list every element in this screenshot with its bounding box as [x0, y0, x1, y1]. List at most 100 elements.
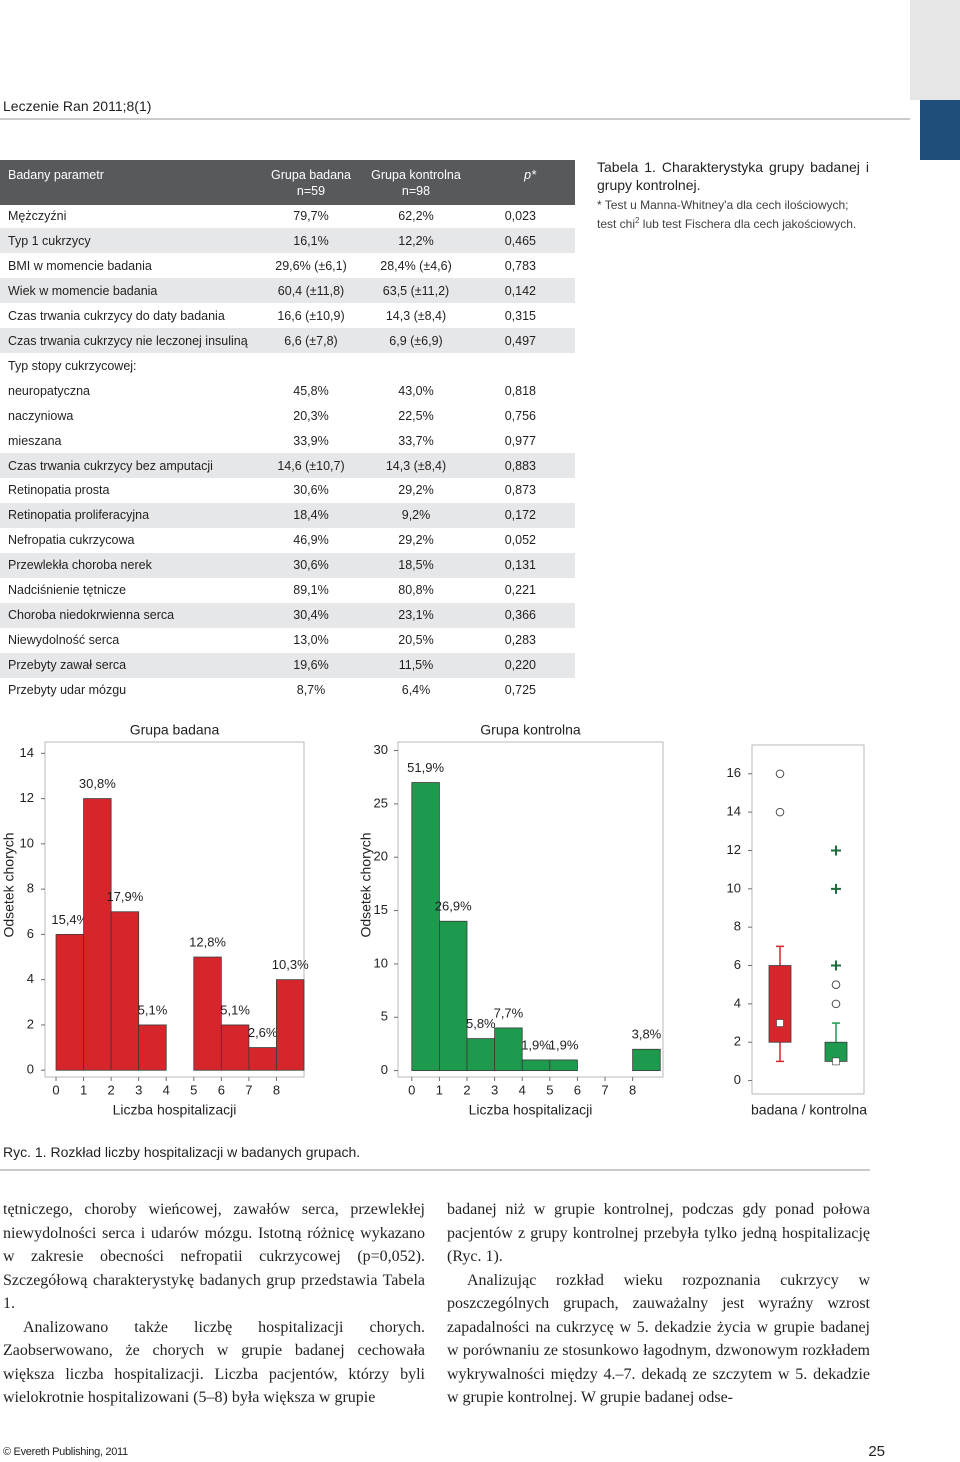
plot-frame	[751, 744, 865, 1095]
data-table: Badany parametr Grupa badana n=59 Grupa kon…	[0, 160, 575, 705]
table-cell: 0,725	[504, 683, 536, 698]
row-band	[0, 552, 575, 578]
table-cell: 11,5%	[398, 658, 434, 673]
extreme	[831, 883, 841, 894]
table-cell: 0,883	[504, 458, 536, 473]
row-band	[0, 652, 575, 678]
table-cell: Przewlekła choroba nerek	[8, 558, 152, 573]
y-tick-label: 0	[734, 1072, 741, 1087]
table-cell: 6,4%	[401, 683, 431, 698]
y-tick-label: 4	[734, 995, 741, 1010]
median	[832, 1057, 840, 1066]
x-tick-label: 5	[546, 1082, 553, 1097]
x-tick-label: 4	[163, 1082, 170, 1097]
table-cell: 30,6%	[293, 483, 329, 498]
median	[776, 1019, 784, 1027]
table-cell: Nefropatia cukrzycowa	[8, 533, 135, 548]
y-tick-label: 0	[27, 1062, 34, 1077]
table-cell: 16,6 (±10,9)	[277, 308, 345, 323]
chart-title: Grupa badana	[130, 722, 220, 738]
table-cell: Retinopatia proliferacyjna	[8, 508, 150, 523]
y-tick-label: 6	[27, 926, 34, 941]
value-label: 1,9%	[521, 1037, 551, 1052]
outlier	[775, 807, 785, 817]
table-cell: 30,6%	[293, 558, 329, 573]
table-cell: 18,5%	[398, 558, 434, 573]
table-cell: 23,1%	[398, 608, 434, 623]
x-tick-label: 2	[108, 1082, 115, 1097]
table-note: * Test u Manna-Whitney'a dla cech ilości…	[597, 197, 869, 232]
table-cell: 14,3 (±8,4)	[385, 458, 447, 473]
table-cell: 28,4% (±4,6)	[380, 258, 452, 273]
table-cell: BMI w momencie badania	[8, 258, 152, 273]
bar	[110, 911, 140, 1071]
y-tick-label: 15	[374, 902, 388, 917]
x-axis-label: Liczba hospitalizacji	[469, 1102, 593, 1118]
value-label: 2,6%	[248, 1025, 278, 1040]
table-cell: Czas trwania cukrzycy bez amputacji	[8, 458, 213, 473]
y-tick-label: 0	[381, 1062, 388, 1077]
chart-title: Grupa kontrolna	[480, 722, 581, 738]
bar	[521, 1059, 551, 1071]
y-tick-label: 25	[374, 795, 388, 810]
y-tick-label: 14	[727, 804, 741, 819]
bar	[466, 1038, 496, 1071]
y-tick-label: 2	[27, 1016, 34, 1031]
table-cell: 0,220	[504, 658, 536, 673]
table-cell: Typ 1 cukrzycy	[8, 233, 91, 248]
y-tick-label: 10	[20, 835, 34, 850]
table-cell: 63,5 (±11,2)	[382, 283, 450, 298]
table-cell: Mężczyźni	[8, 209, 67, 223]
paragraph: Analizowano także liczbę hospitalizacji …	[3, 1318, 425, 1407]
table-cell: 30,4%	[293, 608, 329, 623]
footer-publisher: © Evereth Publishing, 2011	[3, 1446, 128, 1458]
table-cell: 62,2%	[398, 209, 434, 223]
table-cell: 89,1%	[293, 583, 329, 598]
header-cell: n=59	[296, 184, 326, 198]
table-cell: 20,5%	[398, 633, 434, 648]
value-label: 15,4%	[51, 912, 88, 927]
plot-frame	[44, 741, 305, 1078]
table-cell: 0,142	[504, 283, 536, 298]
bar	[439, 920, 468, 1071]
table-cell: 33,7%	[398, 433, 434, 448]
bar	[276, 979, 305, 1071]
x-tick-label: 0	[52, 1082, 59, 1097]
table-cell: 18,4%	[293, 508, 329, 523]
extreme	[831, 960, 841, 971]
y-tick-label: 14	[20, 745, 34, 760]
table-cell: 8,7%	[296, 683, 326, 698]
table-cell: 14,3 (±8,4)	[385, 308, 447, 323]
table-cell: 0,221	[504, 583, 536, 598]
outlier	[775, 769, 785, 779]
corner-decor	[910, 0, 960, 100]
y-tick-label: 6	[734, 957, 741, 972]
row-band	[0, 453, 575, 478]
table-cell: 6,6 (±7,8)	[284, 333, 338, 348]
table-cell: 29,2%	[398, 483, 434, 498]
table-cell: Przebyty zawał serca	[8, 658, 127, 673]
x-tick-label: 4	[519, 1082, 526, 1097]
y-tick-label: 30	[374, 742, 388, 757]
table-cell: Przebyty udar mózgu	[8, 683, 127, 698]
value-label: 17,9%	[106, 889, 143, 904]
table-cell: 0,465	[504, 233, 536, 248]
table-cell: Choroba niedokrwienna serca	[8, 608, 175, 623]
table-cell: 0,283	[504, 633, 536, 648]
header-cell: Badany parametr	[8, 168, 104, 182]
table-cell: neuropatyczna	[8, 383, 91, 398]
table-cell: 29,2%	[398, 533, 434, 548]
y-tick-label: 8	[27, 881, 34, 896]
paragraph: tętniczego, choroby wieńcowej, zawałów s…	[3, 1201, 425, 1312]
bar	[193, 956, 222, 1071]
y-tick-label: 4	[27, 971, 34, 986]
x-tick-label: 5	[190, 1082, 197, 1097]
outlier	[831, 999, 841, 1009]
table-cell: mieszana	[8, 433, 62, 448]
bar	[248, 1047, 277, 1071]
table-cell: 0,052	[504, 533, 536, 548]
x-tick-label: 0	[408, 1082, 415, 1097]
figure-caption: Ryc. 1. Rozkład liczby hospitalizacji w …	[3, 1144, 361, 1160]
